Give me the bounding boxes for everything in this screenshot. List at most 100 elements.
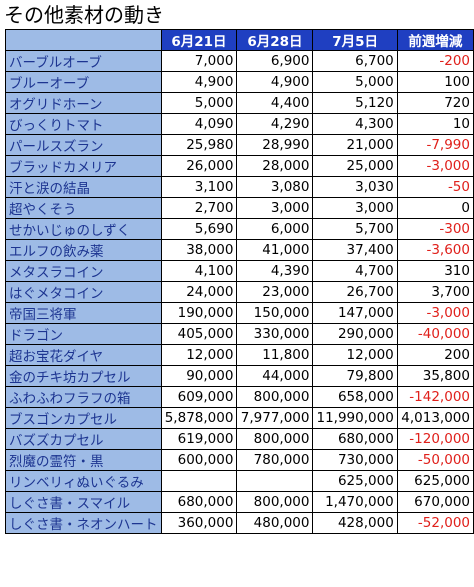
weekly-change-cell[interactable]: 720: [396, 92, 474, 114]
weekly-change-cell[interactable]: -200: [396, 50, 474, 72]
weekly-change-cell[interactable]: -3,600: [396, 239, 474, 261]
item-name-cell[interactable]: オグリドホーン: [5, 92, 162, 114]
price-cell-date-2[interactable]: 4,900: [236, 71, 314, 93]
price-cell-date-3[interactable]: 147,000: [312, 302, 398, 324]
weekly-change-cell[interactable]: 10: [396, 113, 474, 135]
header-corner-cell[interactable]: [5, 29, 162, 51]
price-cell-date-2[interactable]: 11,800: [236, 344, 314, 366]
weekly-change-cell[interactable]: 0: [396, 197, 474, 219]
price-cell-date-3[interactable]: 4,300: [312, 113, 398, 135]
price-cell-date-2[interactable]: 41,000: [236, 239, 314, 261]
price-cell-date-3[interactable]: 11,990,000: [312, 407, 398, 429]
price-cell-date-1[interactable]: 90,000: [160, 365, 238, 387]
price-cell-date-3[interactable]: 5,120: [312, 92, 398, 114]
weekly-change-cell[interactable]: 3,700: [396, 281, 474, 303]
item-name-cell[interactable]: しぐさ書・ネオンハート: [5, 512, 162, 534]
price-cell-date-1[interactable]: 190,000: [160, 302, 238, 324]
weekly-change-cell[interactable]: 670,000: [396, 491, 474, 513]
price-cell-date-3[interactable]: 658,000: [312, 386, 398, 408]
price-cell-date-3[interactable]: 680,000: [312, 428, 398, 450]
price-cell-date-1[interactable]: 4,900: [160, 71, 238, 93]
price-cell-date-1[interactable]: 26,000: [160, 155, 238, 177]
weekly-change-cell[interactable]: 625,000: [396, 470, 474, 492]
price-cell-date-2[interactable]: 330,000: [236, 323, 314, 345]
price-cell-date-2[interactable]: 6,000: [236, 218, 314, 240]
price-cell-date-1[interactable]: 405,000: [160, 323, 238, 345]
header-weekly-change[interactable]: 前週増減: [396, 29, 474, 51]
price-cell-date-3[interactable]: 730,000: [312, 449, 398, 471]
price-cell-date-1[interactable]: 619,000: [160, 428, 238, 450]
item-name-cell[interactable]: 汗と涙の結晶: [5, 176, 162, 198]
price-cell-date-2[interactable]: 6,900: [236, 50, 314, 72]
price-cell-date-1[interactable]: 4,100: [160, 260, 238, 282]
price-cell-date-2[interactable]: 28,990: [236, 134, 314, 156]
price-cell-date-2[interactable]: 4,400: [236, 92, 314, 114]
price-cell-date-1[interactable]: 5,690: [160, 218, 238, 240]
weekly-change-cell[interactable]: -3,000: [396, 302, 474, 324]
price-cell-date-1[interactable]: 5,000: [160, 92, 238, 114]
price-cell-date-1[interactable]: 609,000: [160, 386, 238, 408]
item-name-cell[interactable]: ブルーオーブ: [5, 71, 162, 93]
price-cell-date-3[interactable]: 79,800: [312, 365, 398, 387]
price-cell-date-1[interactable]: 25,980: [160, 134, 238, 156]
weekly-change-cell[interactable]: 200: [396, 344, 474, 366]
price-cell-date-2[interactable]: 800,000: [236, 428, 314, 450]
price-cell-date-1[interactable]: 24,000: [160, 281, 238, 303]
item-name-cell[interactable]: ふわふわフラフの箱: [5, 386, 162, 408]
weekly-change-cell[interactable]: -3,000: [396, 155, 474, 177]
weekly-change-cell[interactable]: -120,000: [396, 428, 474, 450]
item-name-cell[interactable]: ブスゴンカプセル: [5, 407, 162, 429]
price-cell-date-2[interactable]: 28,000: [236, 155, 314, 177]
weekly-change-cell[interactable]: -300: [396, 218, 474, 240]
price-cell-date-2[interactable]: 4,390: [236, 260, 314, 282]
item-name-cell[interactable]: パールスズラン: [5, 134, 162, 156]
weekly-change-cell[interactable]: -7,990: [396, 134, 474, 156]
price-cell-date-1[interactable]: 600,000: [160, 449, 238, 471]
price-cell-date-1[interactable]: 4,090: [160, 113, 238, 135]
weekly-change-cell[interactable]: -52,000: [396, 512, 474, 534]
price-cell-date-3[interactable]: 428,000: [312, 512, 398, 534]
item-name-cell[interactable]: 超お宝花ダイヤ: [5, 344, 162, 366]
item-name-cell[interactable]: びっくりトマト: [5, 113, 162, 135]
price-cell-date-3[interactable]: 625,000: [312, 470, 398, 492]
item-name-cell[interactable]: 金のチキ坊カプセル: [5, 365, 162, 387]
price-cell-date-2[interactable]: 780,000: [236, 449, 314, 471]
price-cell-date-3[interactable]: 3,030: [312, 176, 398, 198]
price-cell-date-2[interactable]: 3,000: [236, 197, 314, 219]
item-name-cell[interactable]: バーブルオーブ: [5, 50, 162, 72]
price-cell-date-2[interactable]: 23,000: [236, 281, 314, 303]
price-cell-date-1[interactable]: 38,000: [160, 239, 238, 261]
item-name-cell[interactable]: リンベリィぬいぐるみ: [5, 470, 162, 492]
price-cell-date-2[interactable]: 800,000: [236, 491, 314, 513]
price-cell-date-3[interactable]: 4,700: [312, 260, 398, 282]
item-name-cell[interactable]: はぐメタコイン: [5, 281, 162, 303]
price-cell-date-1[interactable]: 12,000: [160, 344, 238, 366]
item-name-cell[interactable]: しぐさ書・スマイル: [5, 491, 162, 513]
price-cell-date-1[interactable]: 3,100: [160, 176, 238, 198]
price-cell-date-2[interactable]: 480,000: [236, 512, 314, 534]
price-cell-date-3[interactable]: 21,000: [312, 134, 398, 156]
weekly-change-cell[interactable]: -50: [396, 176, 474, 198]
price-cell-date-2[interactable]: [236, 470, 314, 492]
weekly-change-cell[interactable]: -142,000: [396, 386, 474, 408]
item-name-cell[interactable]: メタスラコイン: [5, 260, 162, 282]
weekly-change-cell[interactable]: 310: [396, 260, 474, 282]
weekly-change-cell[interactable]: 100: [396, 71, 474, 93]
price-cell-date-2[interactable]: 4,290: [236, 113, 314, 135]
item-name-cell[interactable]: バズズカプセル: [5, 428, 162, 450]
price-cell-date-3[interactable]: 3,000: [312, 197, 398, 219]
weekly-change-cell[interactable]: -50,000: [396, 449, 474, 471]
item-name-cell[interactable]: せかいじゅのしずく: [5, 218, 162, 240]
price-cell-date-1[interactable]: [160, 470, 238, 492]
price-cell-date-2[interactable]: 150,000: [236, 302, 314, 324]
item-name-cell[interactable]: 帝国三将軍: [5, 302, 162, 324]
header-date-3[interactable]: 7月5日: [312, 29, 398, 51]
price-cell-date-3[interactable]: 5,000: [312, 71, 398, 93]
item-name-cell[interactable]: ブラッドカメリア: [5, 155, 162, 177]
price-cell-date-1[interactable]: 680,000: [160, 491, 238, 513]
weekly-change-cell[interactable]: -40,000: [396, 323, 474, 345]
price-cell-date-3[interactable]: 37,400: [312, 239, 398, 261]
price-cell-date-1[interactable]: 2,700: [160, 197, 238, 219]
price-cell-date-3[interactable]: 5,700: [312, 218, 398, 240]
price-cell-date-3[interactable]: 6,700: [312, 50, 398, 72]
